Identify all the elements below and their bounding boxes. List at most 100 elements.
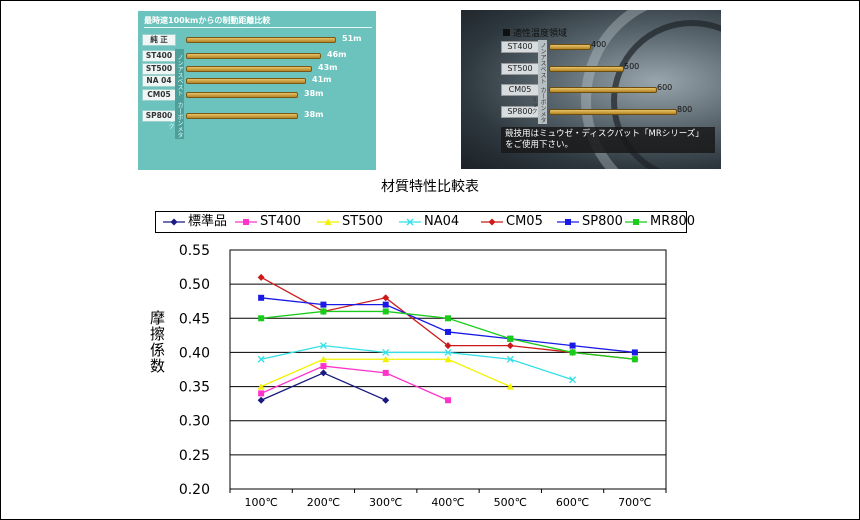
temperature-range-image: 適性温度領域 ST400 400 ST500 500 CM05 600 SP800 800 ノ…: [461, 10, 721, 169]
legend-label: CM05: [506, 214, 543, 229]
legend-marker: [488, 218, 496, 226]
legend-swatch: [163, 218, 185, 226]
data-point: [382, 396, 390, 404]
legend-swatch: [235, 219, 257, 225]
legend-label: ST400: [260, 214, 302, 229]
legend-label: ST500: [342, 214, 384, 229]
legend-marker: [170, 218, 178, 226]
racing-note-line1: 競技用はミュウゼ・ディスクパット「MRシリーズ」: [505, 129, 704, 139]
legend-swatch: [557, 219, 579, 225]
data-point: [258, 294, 265, 301]
stopping-distance-image: 最時速100kmからの制動距離比較 純 正 51m ST400 46m ST500 43m…: [138, 11, 376, 170]
stopping-distance-value: 41m: [312, 75, 332, 84]
data-point: [320, 301, 327, 308]
data-point: [382, 369, 389, 376]
legend-swatch: [481, 218, 503, 226]
group-label-carbon-metallic: カーボンメタリック: [167, 101, 184, 139]
y-tick-label: 0.55: [179, 243, 210, 259]
data-point: [445, 315, 451, 322]
stopping-distance-bar: [186, 66, 312, 72]
stopping-row: ST500 43m: [138, 63, 376, 75]
data-point: [445, 397, 451, 404]
data-point: [257, 383, 265, 390]
data-point: [569, 342, 576, 349]
data-point: [319, 355, 327, 363]
data-point: [320, 308, 327, 315]
data-point: [506, 383, 514, 390]
data-point: [258, 315, 265, 322]
legend-label: NA04: [424, 214, 460, 229]
data-point: [382, 301, 389, 308]
chart-title: 材質特性比較表: [381, 179, 479, 195]
legend-marker: [324, 218, 332, 225]
stopping-distance-value: 38m: [304, 110, 324, 119]
stopping-distance-title: 最時速100kmからの制動距離比較: [144, 16, 271, 25]
legend-swatch: [399, 218, 421, 226]
stopping-distance-value: 38m: [304, 89, 324, 98]
data-point: [444, 348, 452, 356]
stopping-distance-bar: [186, 37, 336, 43]
data-point: [444, 355, 452, 363]
data-point: [631, 349, 638, 356]
data-point: [445, 328, 451, 335]
stopping-row: CM05 38m: [138, 89, 376, 101]
data-point: [382, 308, 389, 315]
temperature-range-title: 適性温度領域: [503, 26, 567, 39]
x-tick-label: 500℃: [494, 496, 527, 509]
temperature-value: 500: [624, 62, 640, 71]
temperature-value: 800: [677, 105, 693, 114]
group-label-non-asbestos: ノンアスベスト: [175, 49, 184, 101]
legend-swatch: [317, 218, 339, 225]
x-tick-label: 600℃: [556, 496, 589, 509]
data-point: [506, 342, 514, 350]
y-tick-label: 0.20: [179, 482, 210, 498]
group-label-carbon-metallic-right: カーボンメタリック: [530, 86, 547, 124]
series-line: [261, 344, 573, 381]
y-tick-label: 0.25: [179, 448, 210, 464]
stopping-distance-value: 51m: [342, 34, 362, 43]
legend-marker: [243, 219, 249, 225]
data-point: [319, 369, 327, 377]
stopping-row-label: 純 正: [142, 34, 176, 46]
data-point: [569, 376, 577, 384]
title-underline: [144, 27, 372, 28]
y-tick-label: 0.40: [179, 345, 210, 361]
y-tick-label: 0.35: [179, 380, 210, 396]
data-point: [320, 363, 327, 370]
data-point: [319, 342, 327, 350]
x-tick-label: 300℃: [369, 496, 402, 509]
legend-label: 標準品: [188, 214, 228, 229]
temperature-value: 400: [591, 40, 607, 49]
temperature-range-bar: [549, 109, 677, 115]
legend-marker: [633, 219, 639, 225]
data-point: [382, 294, 390, 302]
group-label-non-asbestos-right: ノンアスベスト: [538, 40, 547, 86]
data-point: [569, 349, 576, 356]
legend-marker: [565, 219, 571, 225]
y-axis-label: 摩擦係数: [148, 310, 166, 374]
y-tick-label: 0.50: [179, 277, 210, 293]
temperature-value: 600: [657, 83, 673, 92]
data-point: [631, 356, 638, 363]
data-point: [257, 355, 265, 363]
stopping-row: SP800 38m: [138, 110, 376, 122]
legend-label: MR800: [650, 214, 696, 229]
series-line: [260, 365, 449, 401]
data-point: [258, 390, 265, 397]
legend-swatch: [625, 219, 647, 225]
temperature-range-bar: [549, 44, 591, 50]
stopping-distance-bar: [186, 92, 298, 98]
chart-legend: 標準品 ST400 ST500 NA04 CM05 SP800 MR800: [155, 211, 695, 233]
racing-note-line2: をご使用下さい。: [505, 140, 574, 150]
temperature-range-bar: [549, 87, 657, 93]
data-point: [506, 355, 514, 363]
stopping-distance-value: 46m: [327, 50, 347, 59]
temperature-row-label: CM05: [501, 84, 539, 96]
data-point: [257, 273, 265, 281]
data-point: [382, 348, 390, 356]
racing-note: 競技用はミュウゼ・ディスクパット「MRシリーズ」 をご使用下さい。: [501, 127, 715, 153]
x-tick-label: 200℃: [307, 496, 340, 509]
temperature-range-bar: [549, 66, 624, 72]
data-point: [444, 342, 452, 350]
